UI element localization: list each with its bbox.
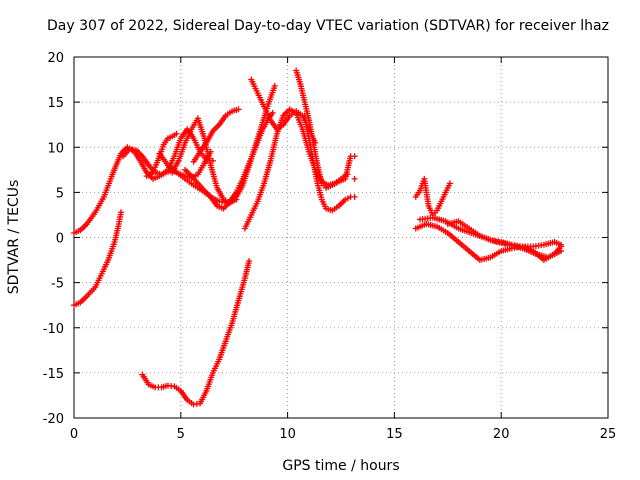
annotation-marker (351, 175, 358, 182)
x-tick-label: 20 (493, 427, 510, 442)
series-arc-late-flat-3 (444, 218, 565, 264)
data-point (233, 196, 240, 203)
data-points (71, 67, 565, 408)
series-arc-peak-right-low (301, 112, 354, 214)
y-tick-label: 15 (47, 96, 64, 111)
y-tick-label: 20 (47, 51, 64, 66)
series-arc-early-descend (156, 150, 240, 207)
y-tick-label: -15 (43, 367, 64, 382)
annotation-marker (351, 193, 358, 200)
x-tick-label: 25 (600, 427, 617, 442)
grid (74, 57, 608, 418)
series-arc-low-start (71, 209, 124, 309)
x-axis-label: GPS time / hours (282, 458, 399, 474)
x-tick-label: 10 (279, 427, 296, 442)
y-tick-label: 5 (56, 186, 64, 201)
data-point (117, 209, 124, 216)
data-point (271, 82, 278, 89)
data-point (446, 180, 453, 187)
x-tick-label: 0 (70, 427, 78, 442)
axis-ticks: 0 5 10 15 20 25 -20 -15 -10 -5 0 5 10 15 20 (43, 51, 617, 442)
series-arc-mid-loop-2 (190, 106, 242, 165)
chart-title: Day 307 of 2022, Sidereal Day-to-day VTE… (47, 18, 609, 34)
data-point (269, 109, 276, 116)
series-arc-steep-rise (241, 106, 351, 232)
x-tick-label: 5 (177, 427, 185, 442)
series-arc-peak-top (248, 76, 319, 146)
annotation-marker (351, 153, 358, 160)
y-tick-label: -20 (43, 412, 64, 427)
data-point (246, 257, 253, 264)
y-tick-label: -10 (43, 322, 64, 337)
y-axis-label: SDTVAR / TECUs (6, 180, 22, 295)
data-point (173, 130, 180, 137)
series-arc-deep-low (139, 257, 253, 408)
y-tick-label: -5 (51, 277, 64, 292)
data-point (558, 243, 565, 250)
x-tick-label: 15 (386, 427, 403, 442)
data-point (235, 106, 242, 113)
y-tick-label: 0 (56, 232, 64, 247)
series-arc-late-rise (412, 175, 453, 218)
series-arc-upper-b (143, 130, 180, 180)
y-tick-label: 10 (47, 141, 64, 156)
